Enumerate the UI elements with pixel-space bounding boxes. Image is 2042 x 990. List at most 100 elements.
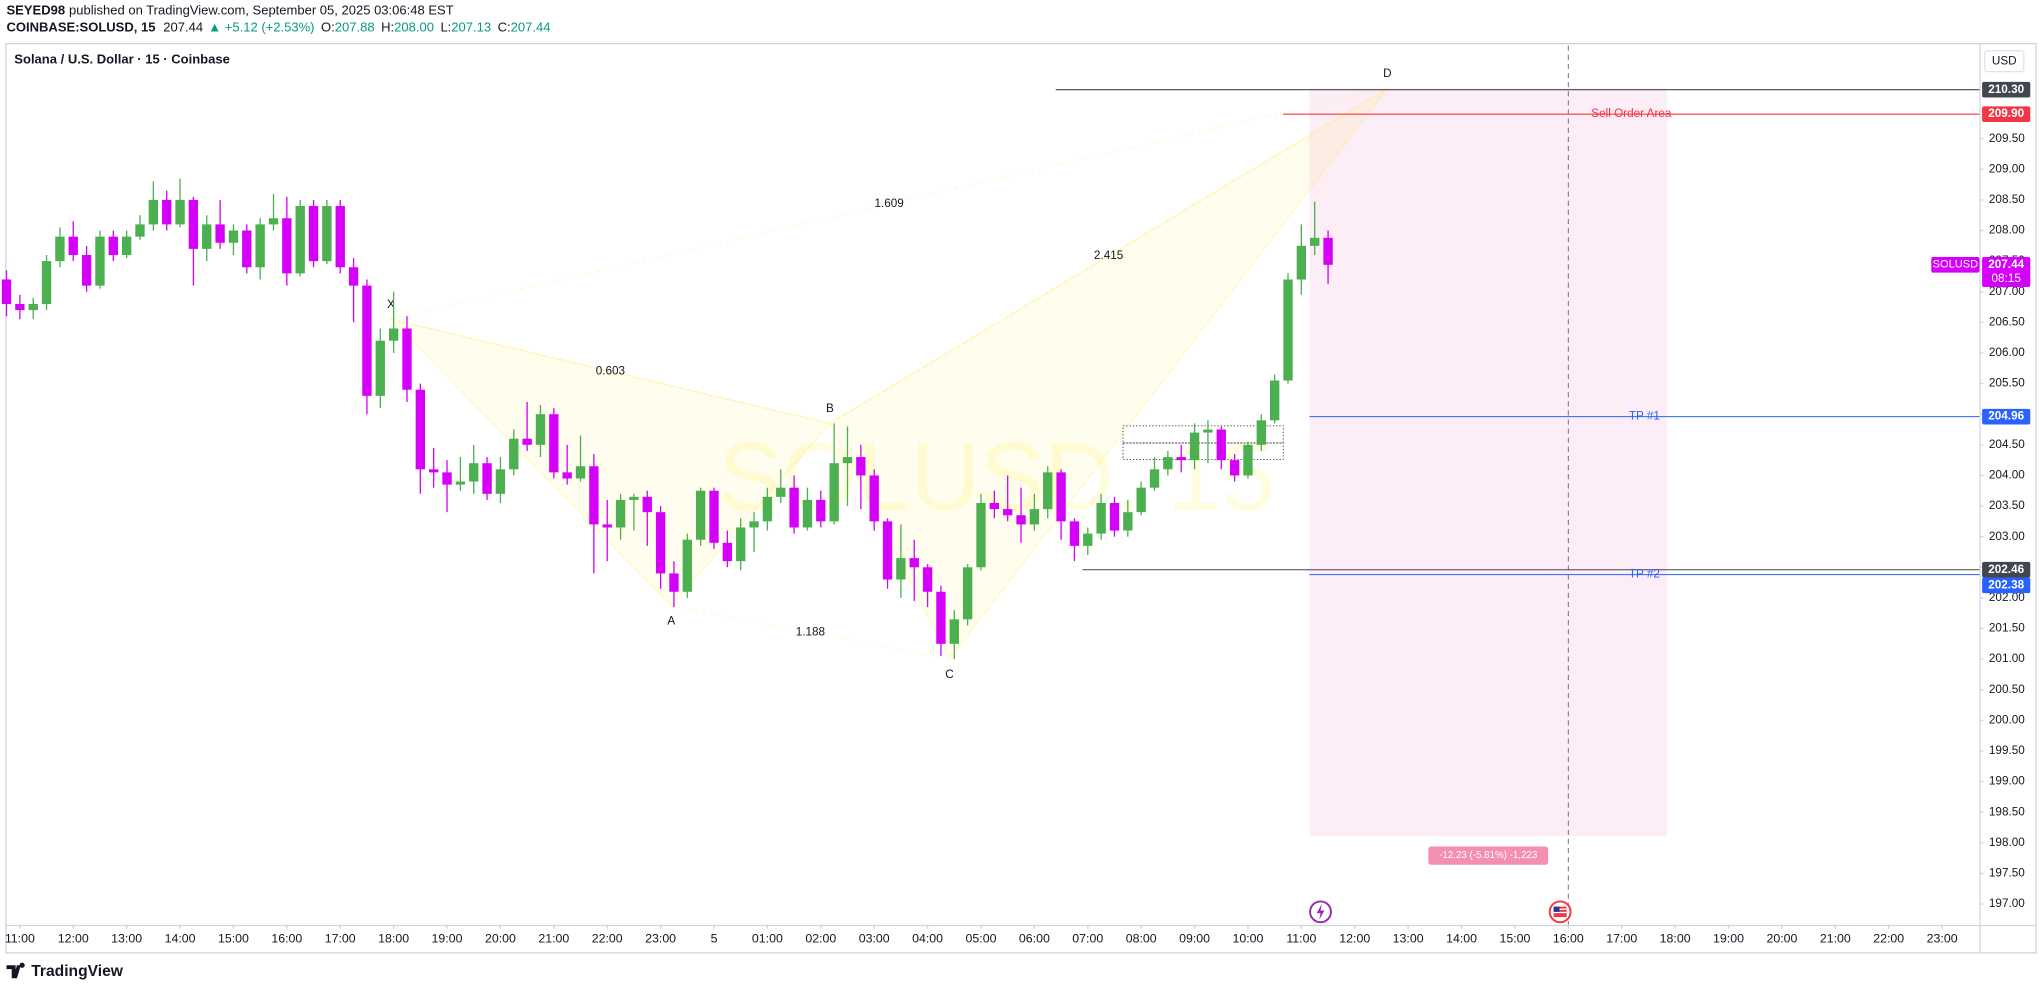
price-label-box: [1982, 577, 2031, 594]
candle-body: [669, 573, 679, 592]
candle-body: [962, 567, 973, 620]
candle-body: [802, 499, 813, 528]
candle-body: [469, 463, 479, 482]
candle-body: [162, 199, 172, 225]
x-tick-label: 19:00: [1713, 931, 1744, 945]
candle-body: [1243, 444, 1253, 476]
last-price-box: [1982, 256, 2031, 287]
candle-body: [1269, 380, 1280, 421]
symbol: COINBASE:SOLUSD, 15: [7, 20, 156, 35]
candle-body: [615, 499, 626, 528]
price-axis-bg: [1980, 72, 2036, 925]
published: published on TradingView.com, September …: [69, 3, 454, 18]
price-label: 204.96: [1988, 410, 2024, 423]
candle-body: [575, 466, 586, 479]
currency: USD: [1992, 54, 2017, 67]
pattern-point-label: D: [1383, 67, 1391, 80]
y-tick-label: 209.00: [1989, 162, 2025, 175]
y-tick-label: 197.00: [1989, 897, 2025, 910]
candle-body: [28, 303, 38, 311]
candle-body: [722, 542, 733, 562]
candle-body: [148, 199, 159, 225]
x-tick-label: 01:00: [752, 931, 783, 945]
x-tick-label: 16:00: [271, 931, 302, 945]
price-line-text: TP #1: [1629, 410, 1660, 423]
price-label-box: [1982, 561, 2031, 578]
x-tick-label: 15:00: [1499, 931, 1530, 945]
ohlc-value: 207.13: [451, 20, 491, 35]
candle-body: [602, 524, 612, 528]
x-tick-label: 04:00: [912, 931, 943, 945]
candle-body: [1189, 432, 1200, 461]
candle-body: [936, 591, 946, 644]
author: SEYED98: [7, 3, 66, 18]
flag-icon[interactable]: [1548, 900, 1572, 924]
chart-frame: [5, 42, 2037, 954]
events-icon[interactable]: [1309, 900, 1332, 924]
x-tick-label: 14:00: [1446, 931, 1477, 945]
x-tick-label: 18:00: [378, 931, 409, 945]
candle-body: [736, 527, 746, 562]
candle-body: [268, 218, 279, 225]
ohlc-key: C:: [498, 20, 511, 35]
y-tick-label: 206.50: [1989, 315, 2025, 328]
candle-body: [896, 558, 906, 580]
candle-body: [108, 236, 118, 256]
ohlc-value: 208.00: [394, 20, 434, 35]
x-tick-label: 17:00: [1606, 931, 1637, 945]
y-tick-label: 199.50: [1989, 744, 2025, 757]
x-tick-label: 12:00: [1339, 931, 1370, 945]
x-tick-label: 23:00: [645, 931, 676, 945]
y-tick-label: 204.00: [1989, 469, 2025, 482]
candle-body: [655, 512, 666, 574]
candle-body: [482, 463, 492, 494]
axis-layer: 197.00 197.50 198.00 198.50 199.00 199.50 200.…: [5, 72, 2036, 945]
y-tick-label: 201.00: [1989, 652, 2025, 665]
candle-body: [1, 279, 12, 304]
y-tick-label: 198.50: [1989, 805, 2025, 818]
candle-body: [335, 206, 345, 268]
x-tick-label: 22:00: [1873, 931, 1904, 945]
pattern-point-label: A: [667, 615, 675, 628]
candle-body: [429, 469, 439, 473]
price-line-text: TP #2: [1629, 568, 1660, 581]
candle-body: [228, 230, 239, 243]
candle-body: [562, 472, 572, 479]
candle-body: [415, 389, 426, 470]
y-tick-label: 198.00: [1989, 836, 2025, 849]
candle-body: [1256, 420, 1266, 445]
candle-body: [1096, 502, 1106, 534]
candle-body: [1056, 472, 1066, 522]
header-line-2: COINBASE:SOLUSD, 15 207.44 ▲ +5.12 (+2.53%…: [7, 20, 551, 35]
x-tick-label: 14:00: [165, 931, 196, 945]
candle-body: [402, 328, 412, 390]
candle-body: [1069, 521, 1080, 546]
flag-white-2: [1553, 911, 1567, 914]
x-tick-label: 20:00: [1766, 931, 1797, 945]
ratio-line: [390, 87, 1388, 320]
candle-body: [949, 619, 959, 644]
price-label-box: [1982, 81, 2031, 98]
ratio-line: [671, 605, 950, 660]
y-tick-label: 203.00: [1989, 530, 2025, 543]
x-tick-label: 02:00: [805, 931, 836, 945]
ratio-label: 2.415: [1094, 249, 1124, 262]
x-tick-label: 21:00: [1820, 931, 1851, 945]
candle-body: [882, 521, 893, 580]
candle-body: [215, 224, 225, 243]
y-tick-label: 207.00: [1989, 285, 2025, 298]
candle-body: [842, 457, 853, 464]
candle-body: [455, 481, 466, 485]
candle-body: [255, 224, 265, 268]
candle-body: [1029, 509, 1040, 525]
candle-body: [1136, 487, 1146, 513]
ratio-label: 1.188: [796, 626, 826, 639]
x-tick-label: 08:00: [1126, 931, 1157, 945]
x-tick-label: 17:00: [325, 931, 356, 945]
x-tick-label: 11:00: [5, 931, 35, 945]
candle-body: [1229, 460, 1240, 476]
candle-body: [242, 230, 252, 268]
currency-button[interactable]: [1984, 50, 2025, 73]
ratio-label: 1.609: [874, 197, 903, 210]
